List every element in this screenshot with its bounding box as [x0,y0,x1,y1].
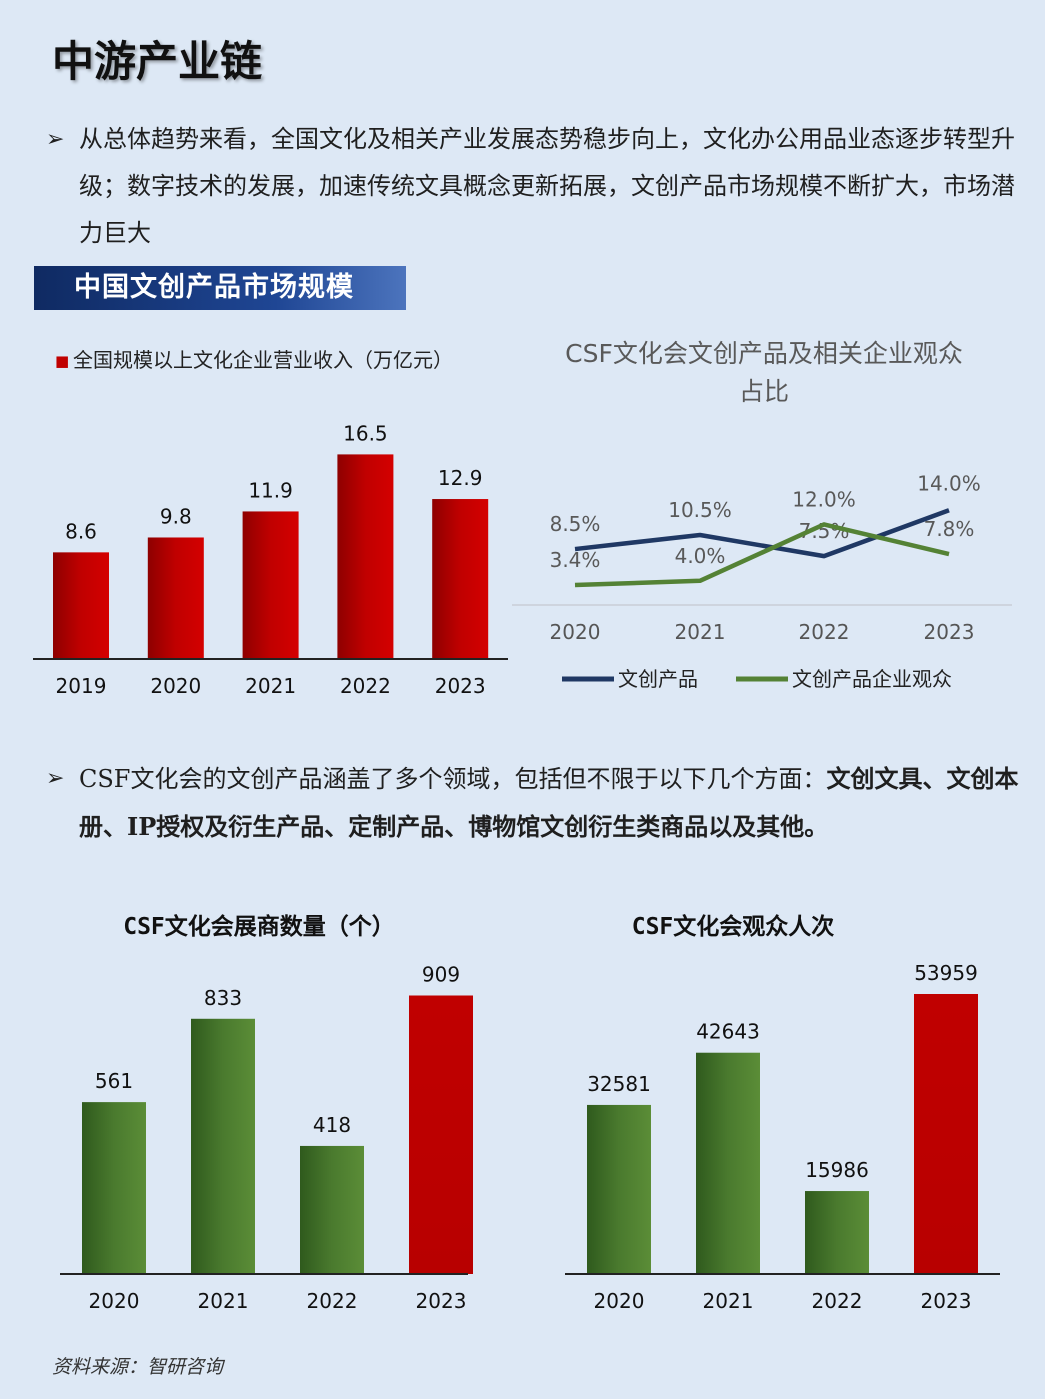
data-label: 833 [204,986,242,1010]
chart-legend: ■ 全国规模以上文化企业营业收入（万亿元） [55,348,453,372]
data-label: 4.0% [675,544,726,568]
bar [914,993,978,1274]
bullet-arrow-icon: ➢ [46,127,65,152]
revenue-bar-chart: ■ 全国规模以上文化企业营业收入（万亿元） 8.6 2019 9.8 2020 11.9… [33,348,508,698]
legend-label: 文创产品 [618,667,698,691]
x-tick-label: 2021 [245,674,296,698]
data-label: 7.8% [924,517,975,541]
x-tick-label: 2023 [416,1289,467,1313]
bullet-text: 从总体趋势来看，全国文化及相关产业发展态势稳步向上，文化办公用品业态逐步转型升级… [79,125,1015,247]
x-tick-label: 2022 [799,620,850,644]
bar [242,511,299,659]
x-tick-label: 2020 [550,620,601,644]
data-label: 8.6 [65,519,97,543]
legend-label: 全国规模以上文化企业营业收入（万亿元） [73,348,453,372]
data-label: 15986 [805,1158,869,1182]
bar [587,1104,651,1274]
data-label: 3.4% [550,548,601,572]
series-line-2 [574,522,950,588]
x-tick-label: 2020 [150,674,201,698]
bar [337,454,394,659]
series-line-1 [574,508,950,559]
x-tick-label: 2019 [56,674,107,698]
bar [805,1191,869,1274]
section-banner: 中国文创产品市场规模 [34,266,406,310]
bar [300,1145,364,1274]
bar [409,995,473,1274]
data-label: 16.5 [343,421,388,445]
bullet-text: CSF文化会的文创产品涵盖了多个领域，包括但不限于以下几个方面：文创文具、文创本… [79,755,1021,851]
x-tick-label: 2023 [924,620,975,644]
data-label: 12.0% [792,487,856,511]
bar [147,537,204,659]
x-tick-label: 2022 [307,1289,358,1313]
x-tick-label: 2021 [703,1289,754,1313]
bar [432,499,489,659]
data-label: 418 [313,1113,351,1137]
x-tick-label: 2023 [921,1289,972,1313]
bar [696,1052,760,1274]
bar [191,1018,255,1274]
bullet-product-categories: ➢ CSF文化会的文创产品涵盖了多个领域，包括但不限于以下几个方面：文创文具、文… [46,755,1021,851]
bullet-items: 文创文具、文创本册、IP授权及衍生产品、定制产品、博物馆文创衍生类商品以及其他。 [79,764,1019,841]
bar [53,552,109,659]
bullet-arrow-icon: ➢ [46,766,65,791]
share-line-chart: CSF文化会文创产品及相关企业观众 占比 2020 2021 2022 2023 8.5… [512,339,1012,691]
page-title: 中游产业链 [52,37,263,86]
data-label: 14.0% [917,471,981,495]
data-label: 9.8 [160,504,192,528]
bullet-intro: CSF文化会的文创产品涵盖了多个领域，包括但不限于以下几个方面： [79,765,827,793]
x-tick-label: 2020 [594,1289,645,1313]
x-tick-label: 2021 [675,620,726,644]
data-label: 32581 [587,1072,651,1096]
exhibitors-bar-chart: CSF文化会展商数量（个） 561 2020 833 2021 418 2022 909 20… [60,913,473,1313]
bar [82,1102,146,1274]
data-label: 10.5% [668,498,732,522]
x-tick-label: 2020 [89,1289,140,1313]
chart-title-line2: 占比 [739,377,789,406]
x-tick-label: 2022 [340,674,391,698]
data-label: 42643 [696,1020,760,1044]
legend-label: 文创产品企业观众 [792,667,952,691]
legend-marker-icon: ■ [55,352,69,370]
x-tick-label: 2021 [198,1289,249,1313]
data-label: 11.9 [248,478,293,502]
chart-title: CSF文化会文创产品及相关企业观众 [565,339,963,368]
x-tick-label: 2023 [435,674,486,698]
data-label: 561 [95,1069,133,1093]
data-label: 12.9 [438,466,483,490]
data-label: 909 [422,962,460,986]
visitors-bar-chart: CSF文化会观众人次 32581 2020 42643 2021 15986 2022 53… [565,913,1000,1313]
data-label: 53959 [914,961,978,985]
data-label: 8.5% [550,512,601,536]
chart-title: CSF文化会展商数量（个） [123,913,395,940]
source-note: 资料来源：智研咨询 [52,1356,224,1378]
chart-title: CSF文化会观众人次 [632,913,835,940]
x-tick-label: 2022 [812,1289,863,1313]
bullet-industry-trend: ➢ 从总体趋势来看，全国文化及相关产业发展态势稳步向上，文化办公用品业态逐步转型… [46,116,1021,257]
